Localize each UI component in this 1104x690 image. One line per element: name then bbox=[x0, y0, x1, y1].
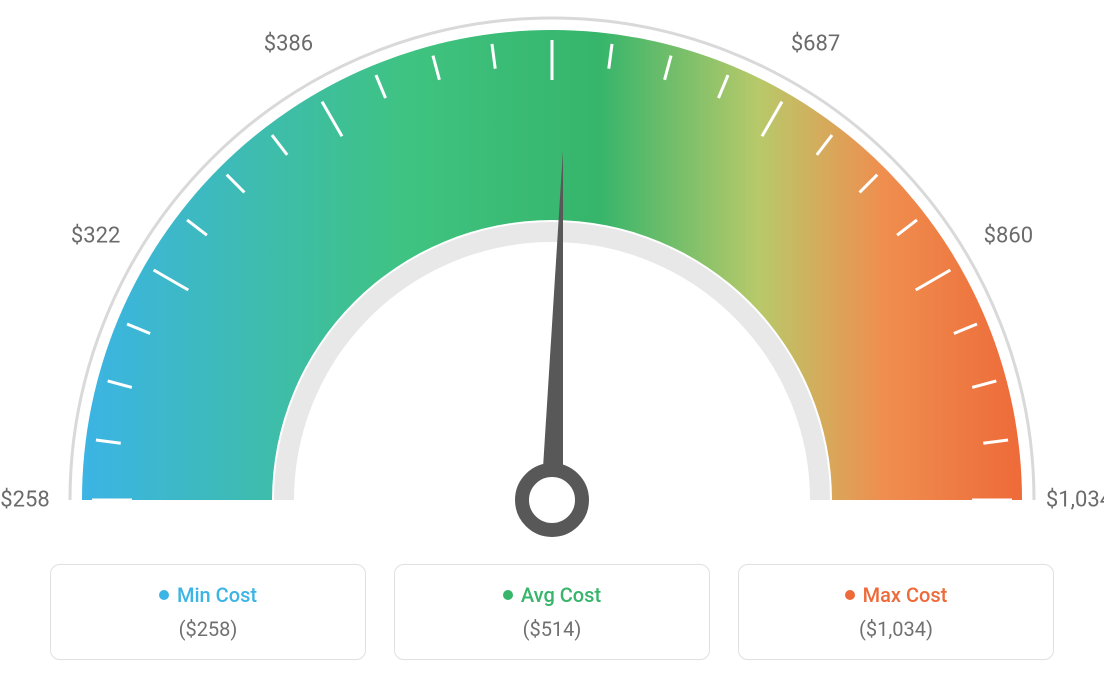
gauge-chart: $258$322$386$514$687$860$1,034 bbox=[0, 0, 1104, 560]
max-dot-icon bbox=[845, 590, 855, 600]
gauge-tick-label: $860 bbox=[984, 224, 1033, 249]
min-dot-icon bbox=[159, 590, 169, 600]
max-cost-label: Max Cost bbox=[863, 583, 948, 607]
min-cost-value: ($258) bbox=[61, 617, 355, 641]
gauge-tick-label: $1,034 bbox=[1046, 488, 1104, 513]
avg-dot-icon bbox=[503, 590, 513, 600]
legend-cards: Min Cost ($258) Avg Cost ($514) Max Cost… bbox=[0, 564, 1104, 660]
gauge-tick-label: $258 bbox=[0, 488, 49, 513]
avg-cost-value: ($514) bbox=[405, 617, 699, 641]
avg-cost-label-row: Avg Cost bbox=[503, 583, 601, 607]
min-cost-card: Min Cost ($258) bbox=[50, 564, 366, 660]
max-cost-label-row: Max Cost bbox=[845, 583, 948, 607]
min-cost-label: Min Cost bbox=[177, 583, 257, 607]
min-cost-label-row: Min Cost bbox=[159, 583, 257, 607]
avg-cost-card: Avg Cost ($514) bbox=[394, 564, 710, 660]
gauge-svg bbox=[0, 0, 1104, 560]
max-cost-value: ($1,034) bbox=[749, 617, 1043, 641]
max-cost-card: Max Cost ($1,034) bbox=[738, 564, 1054, 660]
avg-cost-label: Avg Cost bbox=[521, 583, 601, 607]
cost-gauge-widget: $258$322$386$514$687$860$1,034 Min Cost … bbox=[0, 0, 1104, 690]
gauge-tick-label: $687 bbox=[791, 31, 840, 56]
gauge-tick-label: $386 bbox=[264, 31, 313, 56]
gauge-tick-label: $322 bbox=[71, 224, 120, 249]
